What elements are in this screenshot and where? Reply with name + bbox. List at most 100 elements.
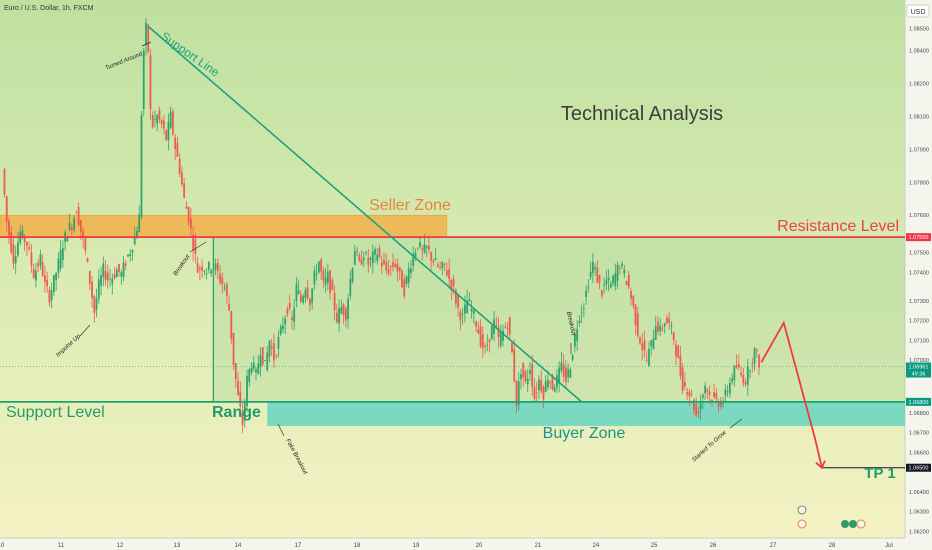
indicator-icon-1[interactable] — [841, 520, 849, 528]
candle-body — [66, 236, 69, 242]
price-tag-countdown: 49:36 — [912, 371, 926, 377]
price-tag-label: 1.07550 — [909, 235, 929, 241]
candle-body — [151, 114, 154, 128]
candle-body — [243, 402, 246, 419]
candle-body — [93, 296, 96, 313]
candle-body — [605, 280, 608, 285]
candle-body — [266, 352, 269, 371]
candle-body — [625, 280, 628, 286]
candle-body — [609, 283, 612, 288]
candle-body — [241, 413, 244, 426]
candle-body — [421, 248, 424, 250]
candle-body — [567, 368, 570, 378]
candle-body — [246, 375, 248, 407]
candle-body — [320, 259, 323, 272]
candle-body — [353, 251, 356, 265]
candle-body — [120, 272, 123, 277]
candle-body — [315, 273, 318, 275]
candle-body — [571, 355, 574, 360]
candle-body — [587, 287, 590, 289]
candle-body — [461, 314, 464, 315]
candle-body — [219, 273, 221, 283]
candle-body — [52, 275, 55, 292]
candle-body — [205, 273, 208, 275]
candle-body — [641, 343, 644, 350]
time-tick: 21 — [535, 543, 542, 549]
candle-body — [97, 279, 100, 300]
candle-body — [454, 290, 457, 304]
candle-body — [326, 271, 329, 283]
candle-body — [68, 222, 71, 231]
currency-badge[interactable] — [906, 4, 930, 18]
candle-body — [394, 264, 397, 267]
candle-body — [751, 363, 754, 365]
candle-body — [513, 349, 516, 382]
candle-body — [728, 382, 731, 394]
candle-body — [304, 289, 307, 298]
candle-body — [268, 340, 271, 357]
candle-body — [535, 392, 538, 393]
projection-path — [760, 320, 823, 468]
time-tick: 18 — [354, 543, 361, 549]
candle-body — [499, 332, 502, 346]
time-tick: 27 — [770, 543, 777, 549]
candle-body — [279, 326, 282, 335]
indicator-icon-2[interactable] — [849, 520, 857, 528]
candle-body — [26, 242, 28, 246]
candle-body — [367, 257, 370, 265]
price-tick: 1.06600 — [909, 450, 929, 456]
currency-label: USD — [911, 9, 926, 16]
timer-icon[interactable] — [797, 505, 807, 515]
indicator-icon-3[interactable] — [856, 519, 866, 529]
candle-body — [100, 275, 102, 286]
candle-body — [470, 308, 473, 312]
candle-body — [529, 370, 531, 374]
candle-body — [502, 330, 504, 341]
candle-body — [434, 258, 437, 261]
candle-body — [547, 379, 549, 388]
candle-body — [551, 374, 554, 390]
time-tick: 17 — [295, 543, 302, 549]
candle-body — [627, 274, 630, 288]
candle-body — [538, 379, 540, 390]
candle-body — [383, 259, 385, 264]
candle-body — [616, 264, 619, 281]
candle-body — [28, 247, 31, 249]
candle-body — [317, 261, 320, 273]
candle-body — [405, 276, 408, 284]
candle-body — [708, 391, 711, 395]
candle-body — [3, 169, 6, 195]
candle-body — [403, 279, 406, 297]
flag-icon[interactable] — [797, 519, 807, 529]
candle-body — [8, 220, 10, 236]
candle-body — [369, 257, 372, 260]
candle-body — [313, 270, 316, 285]
candle-body — [291, 317, 293, 321]
candle-body — [511, 342, 513, 353]
candle-body — [475, 321, 477, 327]
candle-body — [300, 294, 302, 302]
candle-body — [91, 281, 93, 299]
price-tick: 1.06200 — [909, 529, 929, 535]
candle-body — [690, 394, 693, 395]
candle-body — [234, 363, 237, 380]
price-tick: 1.07900 — [909, 147, 929, 153]
candle-body — [264, 360, 266, 361]
candle-body — [192, 234, 195, 251]
candle-body — [228, 303, 230, 311]
candle-body — [410, 268, 412, 274]
candle-body — [742, 374, 745, 384]
candle-body — [273, 343, 275, 361]
fake-breakout-arrow — [277, 423, 285, 437]
candle-body — [183, 183, 186, 198]
candle-body — [232, 333, 235, 365]
range-label: Range — [212, 404, 261, 421]
candle-body — [331, 280, 334, 291]
candle-body — [585, 290, 588, 297]
candle-body — [156, 115, 159, 124]
candle-body — [425, 245, 428, 248]
candle-body — [311, 288, 314, 304]
candle-body — [55, 273, 58, 280]
candle-body — [744, 382, 747, 385]
